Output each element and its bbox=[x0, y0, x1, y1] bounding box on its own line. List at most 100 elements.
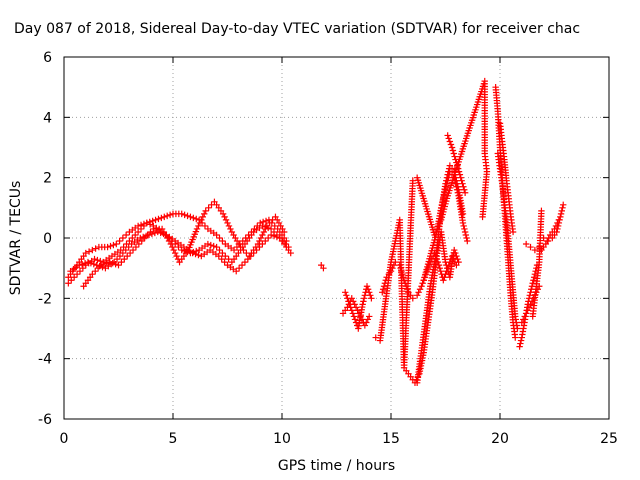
data-point bbox=[116, 252, 124, 260]
series-late-c bbox=[496, 120, 517, 236]
data-point bbox=[419, 280, 426, 287]
data-point bbox=[346, 301, 353, 308]
data-point bbox=[82, 249, 89, 257]
data-point bbox=[366, 289, 373, 296]
data-point bbox=[138, 237, 145, 245]
data-point bbox=[344, 295, 351, 302]
data-point bbox=[195, 222, 202, 230]
data-point bbox=[448, 144, 456, 151]
data-point bbox=[173, 252, 180, 260]
data-point bbox=[444, 132, 451, 139]
data-point bbox=[193, 247, 200, 255]
x-tick-label: 0 bbox=[60, 431, 69, 447]
data-point bbox=[452, 249, 459, 257]
data-point bbox=[453, 252, 460, 260]
data-point bbox=[455, 258, 462, 266]
x-tick-label: 5 bbox=[169, 431, 178, 447]
data-point bbox=[189, 249, 196, 257]
data-point bbox=[256, 237, 263, 245]
data-point bbox=[181, 211, 188, 219]
data-point bbox=[551, 225, 558, 233]
data-point bbox=[451, 153, 458, 160]
data-point bbox=[364, 316, 371, 323]
data-point bbox=[531, 246, 539, 254]
data-point bbox=[454, 255, 461, 263]
data-point bbox=[143, 219, 151, 227]
data-point bbox=[113, 240, 120, 248]
data-point bbox=[205, 204, 212, 212]
data-point bbox=[158, 214, 165, 222]
data-point bbox=[267, 231, 275, 239]
data-point bbox=[218, 255, 225, 263]
data-point bbox=[132, 231, 139, 239]
data-point bbox=[124, 252, 131, 260]
data-point bbox=[152, 216, 159, 224]
data-point bbox=[522, 310, 530, 317]
data-point bbox=[118, 258, 125, 266]
data-point bbox=[116, 237, 123, 245]
data-point bbox=[351, 316, 359, 323]
data-point bbox=[259, 231, 266, 239]
data-point bbox=[521, 313, 528, 320]
data-point bbox=[151, 229, 159, 237]
data-point bbox=[254, 222, 261, 230]
data-point bbox=[399, 271, 406, 278]
data-point bbox=[254, 240, 262, 248]
data-point bbox=[431, 231, 438, 239]
data-point bbox=[187, 213, 194, 221]
data-point bbox=[263, 222, 270, 230]
data-point bbox=[109, 259, 116, 267]
x-axis-label: GPS time / hours bbox=[278, 458, 395, 474]
data-point bbox=[122, 246, 129, 254]
data-point bbox=[219, 249, 226, 257]
data-point bbox=[364, 286, 372, 293]
data-point bbox=[348, 307, 355, 314]
data-point bbox=[167, 240, 175, 248]
data-point bbox=[68, 277, 75, 284]
data-point bbox=[107, 242, 114, 250]
data-point bbox=[94, 264, 102, 272]
data-point bbox=[527, 301, 534, 308]
data-point bbox=[219, 237, 226, 245]
x-tick-label: 25 bbox=[600, 431, 618, 447]
data-point bbox=[76, 267, 84, 275]
data-point bbox=[462, 231, 470, 239]
data-point bbox=[446, 138, 454, 145]
data-point bbox=[449, 147, 457, 154]
data-point bbox=[434, 225, 441, 233]
data-point bbox=[215, 252, 222, 260]
data-point bbox=[210, 242, 217, 250]
data-point bbox=[518, 319, 525, 326]
data-point bbox=[89, 271, 96, 278]
data-point bbox=[459, 180, 466, 187]
y-tick-label: 4 bbox=[43, 110, 52, 126]
data-point bbox=[87, 259, 95, 267]
data-point bbox=[522, 240, 530, 248]
data-point bbox=[557, 210, 565, 218]
data-point bbox=[442, 186, 449, 193]
axis-ticks: 0 5 10 15 20 25 -6 -4 -2 0 2 4 6 bbox=[38, 50, 618, 447]
data-point bbox=[350, 313, 358, 320]
data-point bbox=[530, 274, 538, 281]
series-late-h bbox=[538, 216, 563, 254]
data-point bbox=[367, 292, 374, 299]
data-point bbox=[440, 277, 447, 284]
data-point bbox=[360, 295, 368, 302]
y-tick-label: -6 bbox=[38, 412, 52, 428]
data-point bbox=[558, 207, 565, 215]
data-point bbox=[437, 267, 444, 275]
data-point bbox=[76, 261, 83, 269]
data-point bbox=[524, 307, 531, 314]
data-point bbox=[320, 264, 327, 272]
data-point bbox=[360, 298, 367, 305]
data-point bbox=[106, 258, 113, 266]
data-point bbox=[387, 267, 395, 275]
data-point bbox=[155, 215, 162, 223]
data-point bbox=[94, 256, 101, 264]
data-point bbox=[257, 234, 265, 242]
data-point bbox=[359, 301, 366, 308]
data-point bbox=[137, 225, 145, 233]
data-point bbox=[104, 243, 111, 251]
data-point bbox=[559, 204, 566, 212]
series-early-d bbox=[80, 198, 288, 290]
